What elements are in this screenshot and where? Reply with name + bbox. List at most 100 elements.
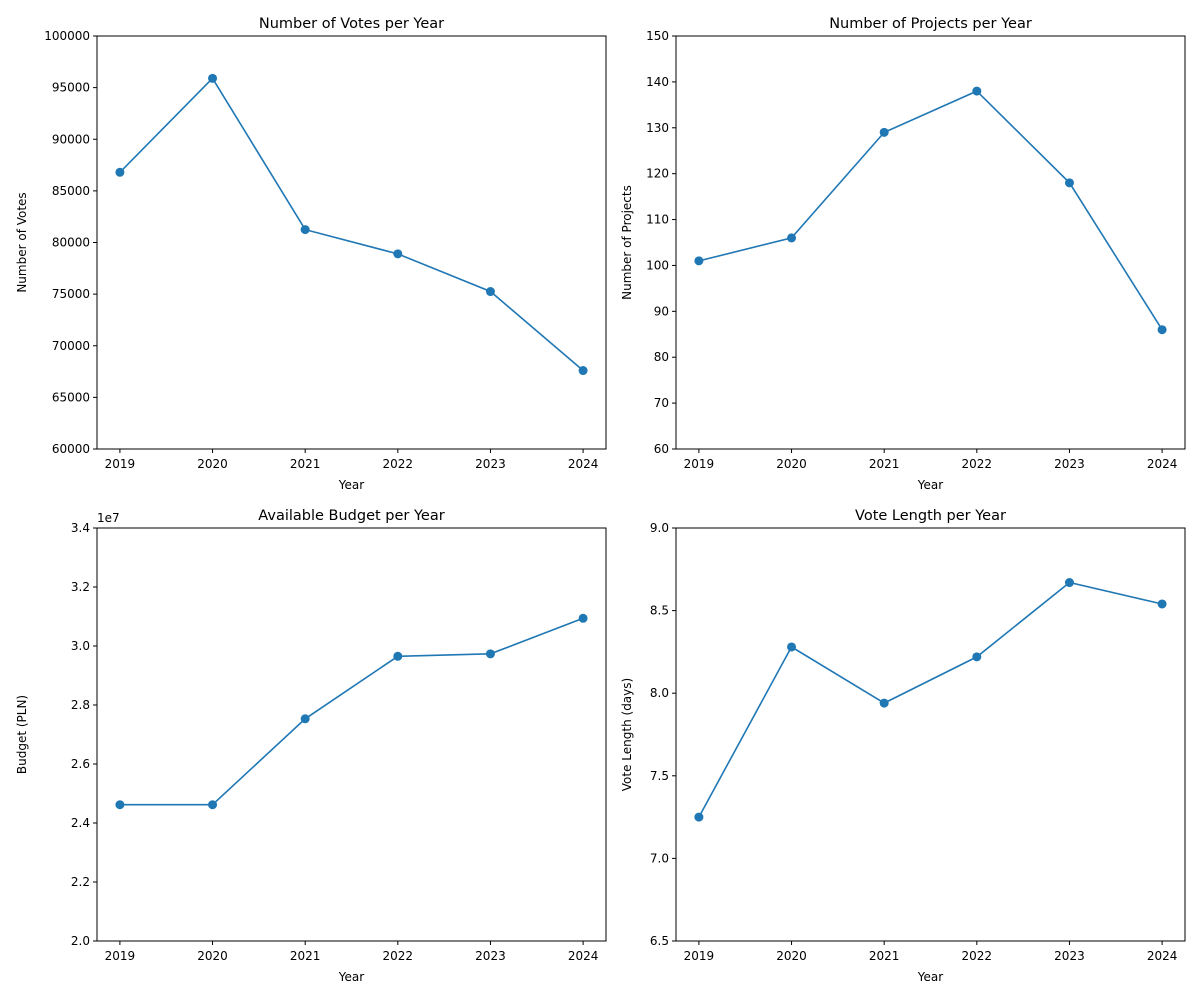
data-point bbox=[115, 167, 125, 177]
y-tick-label: 3.0 bbox=[71, 639, 90, 653]
y-tick-label: 80000 bbox=[52, 236, 90, 250]
x-tick-label: 2023 bbox=[1054, 457, 1085, 471]
y-tick-label: 2.4 bbox=[71, 816, 90, 830]
y-tick-label: 2.8 bbox=[71, 698, 90, 712]
data-point bbox=[485, 649, 495, 659]
data-point bbox=[1064, 578, 1074, 588]
data-point bbox=[115, 800, 125, 810]
data-point bbox=[787, 233, 797, 243]
data-point bbox=[208, 800, 218, 810]
x-tick-label: 2021 bbox=[290, 457, 321, 471]
chart-title: Available Budget per Year bbox=[258, 508, 444, 524]
y-tick-label: 130 bbox=[646, 121, 669, 135]
x-tick-label: 2022 bbox=[383, 949, 414, 963]
y-tick-label: 60 bbox=[654, 442, 669, 456]
data-point bbox=[787, 642, 797, 652]
data-point bbox=[1064, 178, 1074, 188]
y-axis-label: Vote Length (days) bbox=[620, 678, 634, 791]
data-point bbox=[578, 613, 588, 623]
data-point bbox=[879, 698, 889, 708]
x-axis-label: Year bbox=[917, 970, 943, 984]
plot-area-frame bbox=[675, 527, 1186, 942]
data-point bbox=[1157, 599, 1167, 609]
x-tick-label: 2021 bbox=[869, 949, 900, 963]
y-tick-label: 2.6 bbox=[71, 757, 90, 771]
y-tick-label: 60000 bbox=[52, 442, 90, 456]
y-tick-label: 95000 bbox=[52, 81, 90, 95]
x-tick-label: 2020 bbox=[776, 949, 807, 963]
chart-panel-2: Number of Projects per Year 2019 2020 2021 2… bbox=[620, 16, 1186, 492]
y-tick-label: 80 bbox=[654, 350, 669, 364]
chart-panel-4: Vote Length per Year 2019 2020 2021 2022 2023… bbox=[620, 508, 1186, 984]
x-tick-label: 2020 bbox=[776, 457, 807, 471]
y-tick-label: 2.2 bbox=[71, 875, 90, 889]
chart-panel-3: Available Budget per Year 2019 2020 2021 202… bbox=[15, 508, 607, 984]
data-point bbox=[393, 651, 403, 661]
y-tick-label: 75000 bbox=[52, 287, 90, 301]
data-point bbox=[393, 249, 403, 259]
x-tick-label: 2021 bbox=[290, 949, 321, 963]
x-tick-label: 2019 bbox=[105, 949, 136, 963]
y-tick-label: 7.5 bbox=[650, 769, 669, 783]
x-axis-label: Year bbox=[338, 478, 364, 492]
y-tick-label: 3.4 bbox=[71, 521, 90, 535]
y-tick-label: 70000 bbox=[52, 339, 90, 353]
x-axis-label: Year bbox=[338, 970, 364, 984]
chart-panel-1: Number of Votes per Year 2019 2020 2021 2022… bbox=[15, 16, 607, 492]
x-tick-label: 2023 bbox=[475, 949, 506, 963]
x-axis-label: Year bbox=[917, 478, 943, 492]
y-tick-label: 3.2 bbox=[71, 580, 90, 594]
x-tick-label: 2019 bbox=[684, 949, 715, 963]
x-tick-label: 2024 bbox=[1147, 457, 1178, 471]
x-tick-label: 2024 bbox=[568, 949, 599, 963]
x-tick-label: 2019 bbox=[105, 457, 136, 471]
y-tick-label: 65000 bbox=[52, 390, 90, 404]
y-tick-label: 8.5 bbox=[650, 604, 669, 618]
chart-title: Vote Length per Year bbox=[855, 508, 1006, 524]
data-point bbox=[694, 812, 704, 822]
data-point bbox=[578, 366, 588, 376]
series-line bbox=[698, 581, 1163, 818]
plot-area-frame bbox=[675, 35, 1186, 450]
y-tick-label: 70 bbox=[654, 396, 669, 410]
y-tick-label: 7.0 bbox=[650, 851, 669, 865]
x-tick-label: 2022 bbox=[962, 949, 993, 963]
y-tick-label: 85000 bbox=[52, 184, 90, 198]
y-axis-label: Number of Votes bbox=[15, 192, 29, 292]
x-tick-label: 2024 bbox=[1147, 949, 1178, 963]
y-tick-label: 8.0 bbox=[650, 686, 669, 700]
y-tick-label: 6.5 bbox=[650, 934, 669, 948]
plot-area-frame bbox=[96, 527, 607, 942]
x-tick-label: 2022 bbox=[962, 457, 993, 471]
y-tick-label: 100 bbox=[646, 258, 669, 272]
chart-title: Number of Projects per Year bbox=[829, 16, 1032, 32]
y-axis-label: Budget (PLN) bbox=[15, 695, 29, 774]
series-line bbox=[119, 617, 584, 806]
y-tick-label: 90 bbox=[654, 304, 669, 318]
data-point bbox=[972, 86, 982, 96]
data-point bbox=[300, 714, 310, 724]
x-tick-label: 2024 bbox=[568, 457, 599, 471]
data-point bbox=[972, 652, 982, 662]
y-axis-label: Number of Projects bbox=[620, 185, 634, 300]
series-line bbox=[698, 90, 1163, 331]
y-tick-label: 150 bbox=[646, 29, 669, 43]
data-point bbox=[1157, 325, 1167, 335]
y-tick-label: 100000 bbox=[44, 29, 90, 43]
x-tick-label: 2022 bbox=[383, 457, 414, 471]
y-tick-label: 110 bbox=[646, 213, 669, 227]
y-tick-label: 2.0 bbox=[71, 934, 90, 948]
x-tick-label: 2021 bbox=[869, 457, 900, 471]
y-tick-label: 9.0 bbox=[650, 521, 669, 535]
x-tick-label: 2020 bbox=[197, 949, 228, 963]
x-tick-label: 2019 bbox=[684, 457, 715, 471]
axis-offset-label: 1e7 bbox=[97, 511, 120, 525]
x-tick-label: 2023 bbox=[475, 457, 506, 471]
x-tick-label: 2020 bbox=[197, 457, 228, 471]
y-tick-label: 90000 bbox=[52, 132, 90, 146]
y-tick-label: 140 bbox=[646, 75, 669, 89]
x-tick-label: 2023 bbox=[1054, 949, 1085, 963]
data-point bbox=[879, 127, 889, 137]
data-point bbox=[300, 225, 310, 235]
